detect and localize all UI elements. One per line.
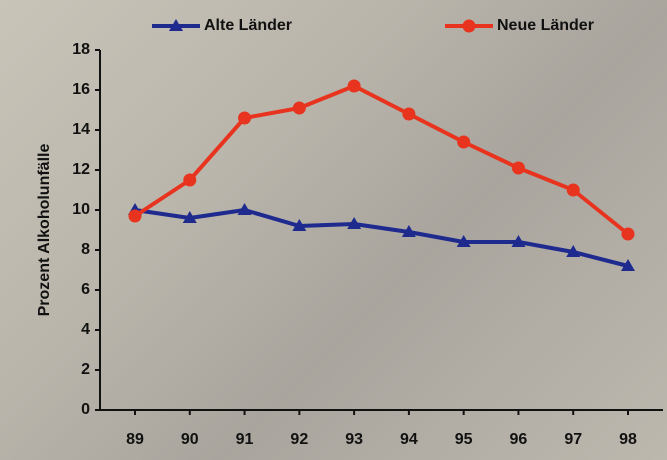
data-point bbox=[183, 173, 197, 187]
y-tick-label: 8 bbox=[81, 241, 90, 258]
x-tick-label: 93 bbox=[345, 431, 363, 448]
data-point bbox=[292, 101, 306, 115]
data-point bbox=[402, 107, 416, 121]
data-point bbox=[511, 161, 525, 175]
y-tick-label: 4 bbox=[81, 321, 90, 338]
data-point bbox=[292, 219, 307, 231]
data-point bbox=[566, 183, 580, 197]
series-line bbox=[133, 84, 630, 236]
legend-label: Alte Länder bbox=[204, 17, 292, 34]
data-point bbox=[237, 203, 252, 215]
legend-marker bbox=[462, 19, 476, 33]
y-tick-label: 10 bbox=[72, 201, 90, 218]
y-tick-label: 18 bbox=[72, 41, 90, 58]
data-point bbox=[347, 79, 361, 93]
series-line bbox=[134, 208, 629, 268]
data-point bbox=[621, 227, 635, 241]
data-point bbox=[511, 235, 526, 247]
x-tick-label: 89 bbox=[126, 431, 144, 448]
data-point bbox=[621, 259, 635, 271]
x-tick-label: 90 bbox=[181, 431, 199, 448]
y-axis-label: Prozent Alkoholunfälle bbox=[36, 144, 53, 317]
data-point bbox=[347, 217, 362, 229]
x-tick-label: 91 bbox=[236, 431, 254, 448]
x-tick-label: 96 bbox=[510, 431, 528, 448]
x-tick-label: 98 bbox=[619, 431, 637, 448]
data-point bbox=[401, 225, 416, 237]
x-tick-label: 97 bbox=[564, 431, 582, 448]
data-point bbox=[238, 111, 252, 125]
legend-marker bbox=[169, 19, 183, 31]
x-tick-label: 95 bbox=[455, 431, 473, 448]
y-tick-label: 2 bbox=[81, 361, 90, 378]
x-tick-label: 92 bbox=[290, 431, 308, 448]
data-point bbox=[456, 235, 471, 247]
x-tick-label: 94 bbox=[400, 431, 418, 448]
data-point bbox=[128, 209, 142, 223]
data-point bbox=[182, 211, 197, 223]
y-tick-label: 0 bbox=[81, 401, 90, 418]
y-tick-label: 6 bbox=[81, 281, 90, 298]
data-point bbox=[457, 135, 471, 149]
data-point bbox=[566, 245, 581, 257]
y-tick-label: 16 bbox=[72, 81, 90, 98]
y-tick-label: 12 bbox=[72, 161, 90, 178]
y-tick-label: 14 bbox=[72, 121, 90, 138]
legend-label: Neue Länder bbox=[497, 17, 594, 34]
